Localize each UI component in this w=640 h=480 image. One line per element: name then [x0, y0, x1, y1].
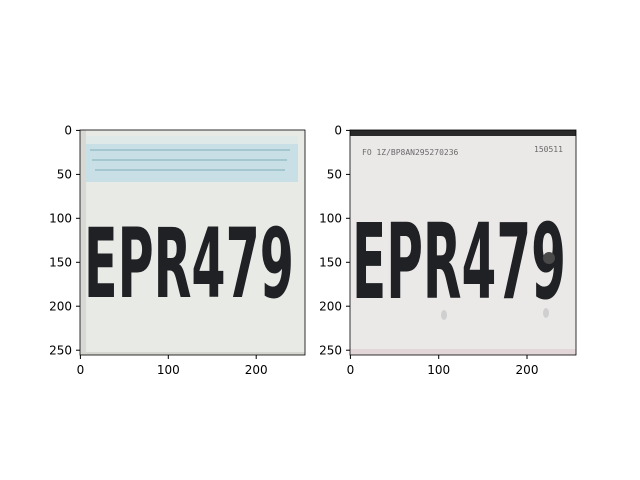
left-y-tick-label: 200 [49, 299, 72, 313]
right-plate-characters: EPR479 [352, 201, 566, 323]
left-axes-frame [79, 129, 306, 356]
right-y-tick-label: 150 [319, 255, 342, 269]
left-panel: EPR479 0 50 100 150 200 250 0 100 200 [49, 124, 306, 377]
right-x-tick-label: 200 [516, 363, 539, 377]
left-y-tick-label: 50 [57, 168, 72, 182]
right-panel: FO 1Z/BP8AN295270236 150511 EPR479 0 50 … [319, 124, 577, 377]
left-plate-characters: EPR479 [84, 208, 294, 320]
right-plate-small-print: FO 1Z/BP8AN295270236 [362, 148, 459, 157]
right-axes-frame [349, 129, 577, 356]
right-y-tick-label: 50 [327, 168, 342, 182]
right-x-tick-label: 100 [427, 363, 450, 377]
left-x-axis: 0 100 200 [77, 355, 268, 377]
right-x-tick-label: 0 [347, 363, 355, 377]
left-y-tick-label: 0 [64, 124, 72, 138]
left-y-axis: 0 50 100 150 200 250 [49, 124, 80, 357]
right-y-axis: 0 50 100 150 200 250 [319, 124, 350, 357]
left-y-tick-label: 250 [49, 343, 72, 357]
right-plate-image: FO 1Z/BP8AN295270236 150511 EPR479 [350, 130, 576, 355]
right-y-tick-label: 250 [319, 343, 342, 357]
right-x-axis: 0 100 200 [347, 355, 539, 377]
left-x-tick-label: 0 [77, 363, 85, 377]
left-plate-image: EPR479 [80, 130, 305, 355]
right-y-tick-label: 200 [319, 299, 342, 313]
left-x-tick-label: 100 [157, 363, 180, 377]
right-y-tick-label: 100 [319, 211, 342, 225]
left-y-tick-label: 100 [49, 211, 72, 225]
right-y-tick-label: 0 [334, 124, 342, 138]
right-plate-serial: 150511 [534, 145, 563, 154]
left-x-tick-label: 200 [245, 363, 268, 377]
left-y-tick-label: 150 [49, 255, 72, 269]
